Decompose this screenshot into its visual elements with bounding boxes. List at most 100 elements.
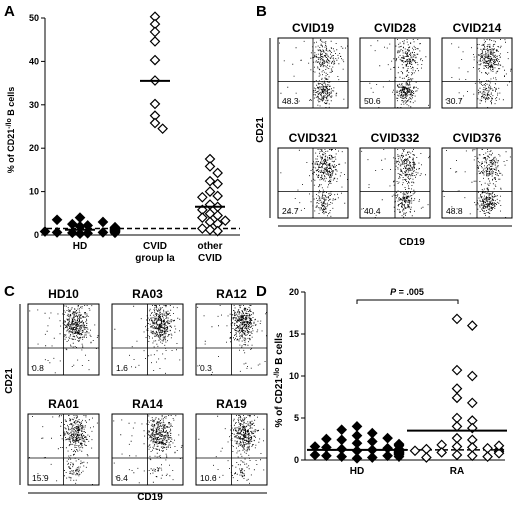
data-point bbox=[436, 447, 448, 458]
x-category-label: RA bbox=[450, 466, 464, 477]
flow-events bbox=[443, 149, 511, 218]
data-point bbox=[51, 227, 63, 238]
x-category-label: HD bbox=[350, 466, 364, 477]
y-tick-label: 0 bbox=[34, 230, 39, 240]
flow-plot-title: CVID332 bbox=[371, 131, 420, 145]
flow-events bbox=[198, 415, 265, 484]
flow-plot-percentage: 40.4 bbox=[364, 206, 381, 216]
flow-plot: CVID19 48.3 bbox=[277, 21, 349, 109]
data-point bbox=[466, 320, 478, 331]
y-tick-label: 40 bbox=[29, 56, 39, 66]
data-point bbox=[466, 450, 478, 462]
y-tick-label: 20 bbox=[29, 143, 39, 153]
flow-plot: RA03 1.6 bbox=[111, 287, 184, 376]
data-point bbox=[109, 222, 121, 233]
data-point bbox=[336, 451, 348, 462]
flow-plot-percentage: 0.8 bbox=[32, 363, 44, 373]
data-point bbox=[149, 117, 161, 129]
data-point bbox=[149, 98, 161, 110]
data-point bbox=[451, 449, 463, 461]
flow-plot-title: RA03 bbox=[132, 287, 163, 301]
data-point bbox=[366, 436, 378, 447]
flow-plot-title: CVID28 bbox=[374, 21, 416, 35]
x-category-label-line2: group Ia bbox=[135, 253, 175, 264]
y-tick-label: 10 bbox=[289, 371, 299, 381]
data-point bbox=[197, 223, 208, 234]
data-point bbox=[382, 432, 393, 444]
data-point bbox=[393, 438, 405, 450]
data-point bbox=[493, 440, 505, 452]
y-tick-label: 20 bbox=[289, 287, 299, 297]
data-point bbox=[212, 190, 223, 202]
flow-plot-title: CVID376 bbox=[453, 131, 502, 145]
panel-d-letter: D bbox=[256, 283, 267, 300]
data-point bbox=[309, 449, 321, 461]
data-point bbox=[351, 430, 363, 441]
data-point bbox=[466, 397, 478, 409]
flow-plot: RA19 10.6 bbox=[195, 397, 268, 486]
data-point bbox=[351, 421, 363, 432]
data-point bbox=[97, 216, 109, 228]
panel-b-flow-plots: CVID19 48.3 CVID28 50.6 CVID214 30.7 CVID321 24… bbox=[269, 21, 513, 227]
panel-c-flow-plots: HD10 0.8 RA03 1.6 RA12 0.3 RA01 15.9 RA14 6.4 RA19… bbox=[19, 287, 268, 494]
data-point bbox=[219, 215, 231, 227]
flow-plot-percentage: 15.9 bbox=[32, 473, 49, 483]
data-point bbox=[157, 123, 168, 135]
data-point bbox=[197, 212, 208, 223]
data-point bbox=[366, 427, 378, 439]
panel-b-y-axis-label: CD21 bbox=[255, 117, 266, 143]
flow-plot-percentage: 50.6 bbox=[364, 96, 381, 106]
y-tick-label: 50 bbox=[29, 13, 39, 23]
x-category-label: CVID bbox=[143, 241, 167, 252]
flow-plot-title: RA19 bbox=[216, 397, 247, 411]
data-point bbox=[212, 178, 223, 190]
data-point bbox=[149, 36, 161, 47]
x-category-label-line2: CVID bbox=[198, 253, 222, 264]
flow-plot: CVID321 24.7 bbox=[277, 131, 349, 219]
data-point bbox=[212, 225, 223, 237]
data-point bbox=[336, 424, 348, 436]
data-point bbox=[309, 441, 321, 452]
data-point bbox=[204, 175, 216, 187]
y-tick-label: 30 bbox=[29, 100, 39, 110]
data-point bbox=[149, 26, 161, 38]
data-point bbox=[321, 450, 332, 462]
panel-a-points bbox=[39, 11, 231, 240]
data-point bbox=[351, 437, 363, 449]
flow-plot: CVID376 48.8 bbox=[441, 131, 513, 219]
data-point bbox=[451, 383, 463, 394]
flow-plot-percentage: 1.6 bbox=[116, 363, 128, 373]
data-point bbox=[321, 433, 332, 445]
flow-plot: RA01 15.9 bbox=[27, 397, 100, 486]
flow-plot-percentage: 48.8 bbox=[446, 206, 463, 216]
x-category-label: HD bbox=[73, 241, 87, 252]
y-tick-label: 10 bbox=[29, 187, 39, 197]
significance-bracket: P = .005 bbox=[356, 287, 459, 304]
data-point bbox=[212, 167, 223, 179]
flow-plot-percentage: 10.6 bbox=[200, 473, 217, 483]
panel-d-y-axis-label: % of CD21-/lo B cells bbox=[274, 332, 286, 427]
panel-b: B CVID19 48.3 CVID28 50.6 CVID214 30.7 CVID321… bbox=[255, 3, 513, 248]
data-point bbox=[82, 227, 93, 239]
panel-b-x-axis-label: CD19 bbox=[399, 237, 425, 248]
panel-d: D 0 5 10 15 20 HD RA % of CD21-/lo B cells P =… bbox=[256, 283, 507, 477]
data-point bbox=[51, 214, 63, 226]
data-point bbox=[67, 218, 78, 230]
flow-plot-percentage: 0.3 bbox=[200, 363, 212, 373]
y-tick-label: 15 bbox=[289, 329, 299, 339]
flow-plot: CVID332 40.4 bbox=[359, 131, 431, 219]
flow-plot: CVID28 50.6 bbox=[359, 21, 431, 109]
flow-plot-title: RA12 bbox=[216, 287, 247, 301]
data-point bbox=[74, 212, 86, 223]
data-point bbox=[336, 434, 348, 446]
panel-c-y-axis-label: CD21 bbox=[4, 368, 15, 394]
flow-plot: HD10 0.8 bbox=[27, 287, 100, 376]
data-point bbox=[197, 191, 208, 203]
p-value-label: P = .005 bbox=[390, 287, 424, 297]
panel-d-points bbox=[307, 313, 507, 464]
flow-plot: CVID214 30.7 bbox=[441, 21, 513, 109]
panel-c-letter: C bbox=[4, 283, 15, 300]
flow-plot-title: HD10 bbox=[48, 287, 79, 301]
flow-events bbox=[197, 305, 267, 375]
